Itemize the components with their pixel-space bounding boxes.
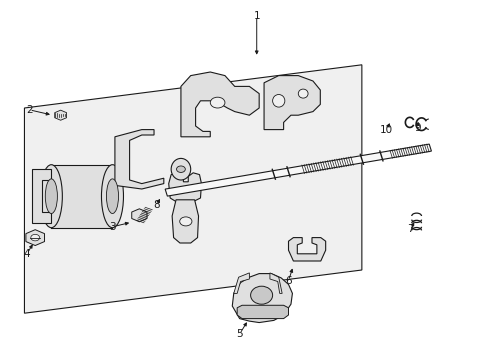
- Ellipse shape: [298, 89, 307, 98]
- Text: 7: 7: [407, 224, 413, 234]
- Text: 9: 9: [414, 123, 421, 133]
- Polygon shape: [172, 200, 198, 243]
- Polygon shape: [288, 238, 325, 261]
- Polygon shape: [237, 305, 288, 319]
- Polygon shape: [264, 76, 320, 130]
- Text: 6: 6: [285, 276, 291, 286]
- Text: 10: 10: [379, 125, 392, 135]
- Ellipse shape: [272, 95, 284, 107]
- Polygon shape: [32, 169, 51, 223]
- Polygon shape: [232, 274, 292, 323]
- Text: 1: 1: [253, 11, 260, 21]
- Ellipse shape: [180, 217, 192, 226]
- Ellipse shape: [102, 165, 123, 228]
- Polygon shape: [181, 72, 259, 137]
- Polygon shape: [115, 130, 163, 189]
- Text: 2: 2: [26, 105, 33, 115]
- Polygon shape: [168, 173, 201, 202]
- Ellipse shape: [40, 165, 62, 228]
- Text: 3: 3: [109, 222, 116, 232]
- Polygon shape: [269, 273, 282, 293]
- Ellipse shape: [176, 166, 185, 172]
- Text: 4: 4: [23, 249, 30, 259]
- Polygon shape: [24, 65, 361, 313]
- Ellipse shape: [31, 234, 40, 241]
- Ellipse shape: [171, 158, 190, 180]
- Bar: [51, 165, 112, 228]
- Ellipse shape: [250, 286, 272, 304]
- Polygon shape: [233, 273, 249, 293]
- Text: 8: 8: [153, 200, 160, 210]
- Text: 5: 5: [236, 329, 243, 339]
- Polygon shape: [165, 144, 430, 196]
- Ellipse shape: [45, 179, 57, 213]
- Ellipse shape: [106, 179, 118, 213]
- Ellipse shape: [210, 97, 224, 108]
